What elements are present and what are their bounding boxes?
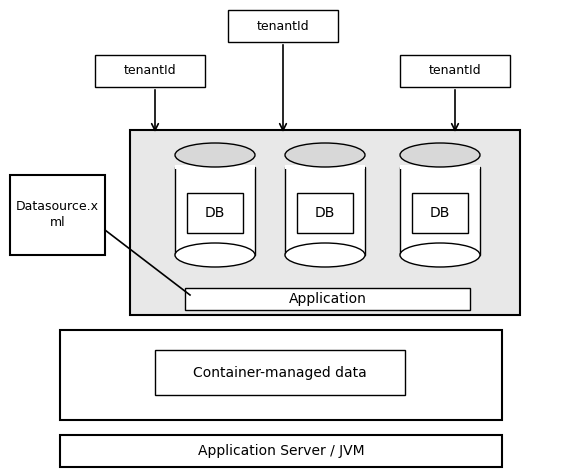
Text: tenantId: tenantId [429,65,481,77]
Text: Application: Application [288,292,366,306]
Bar [228,10,338,42]
Text: Application Server / JVM: Application Server / JVM [197,444,364,458]
Text: tenantId: tenantId [123,65,176,77]
Bar [95,55,205,87]
Ellipse shape [400,243,480,267]
Bar [297,194,353,233]
Bar [175,167,255,255]
Bar [412,194,468,233]
Text: DB: DB [430,206,450,220]
Bar [285,167,365,255]
Text: DB: DB [315,206,335,220]
Ellipse shape [400,143,480,167]
Bar [400,165,480,169]
Bar [400,167,480,255]
Ellipse shape [175,243,255,267]
Ellipse shape [175,143,255,167]
Bar [185,288,470,310]
Bar [400,55,510,87]
Bar [60,330,502,420]
Bar [285,165,365,169]
Bar [10,175,105,255]
Bar [130,130,520,315]
Bar [60,435,502,467]
Text: Container-managed data: Container-managed data [193,365,367,379]
Text: tenantId: tenantId [257,19,309,33]
Text: Datasource.x
ml: Datasource.x ml [16,201,99,229]
Text: DB: DB [205,206,225,220]
Bar [175,165,255,169]
Bar [187,194,243,233]
Ellipse shape [285,243,365,267]
Bar [155,350,405,395]
Ellipse shape [285,143,365,167]
